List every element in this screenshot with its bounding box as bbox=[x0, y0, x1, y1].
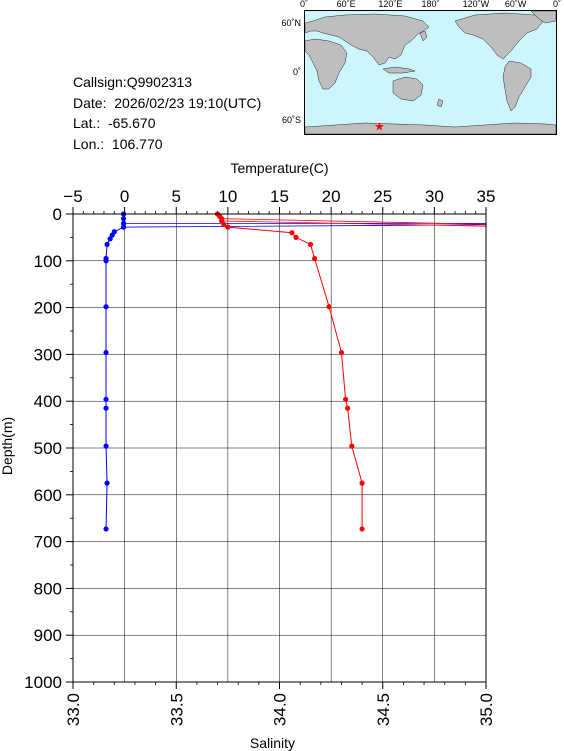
salinity-data-point bbox=[342, 396, 349, 402]
indonesia-islands bbox=[382, 66, 416, 74]
location-map: ★ bbox=[304, 10, 557, 135]
map-longitude-label: 0˚ bbox=[552, 0, 561, 9]
temperature-data-point bbox=[103, 258, 109, 264]
salinity-data-point bbox=[293, 234, 299, 240]
temperature-data-point bbox=[103, 443, 109, 449]
longitude-text: Lon.: 106.770 bbox=[73, 135, 163, 152]
temperature-tick-label: 10 bbox=[218, 187, 237, 206]
depth-tick-label: 200 bbox=[34, 299, 62, 318]
temperature-tick-label: 20 bbox=[322, 187, 341, 206]
salinity-data-point bbox=[312, 255, 318, 262]
africa-landmass bbox=[305, 38, 348, 90]
temperature-tick-label: 0 bbox=[120, 187, 129, 206]
continents bbox=[305, 11, 556, 134]
depth-tick-label: 400 bbox=[34, 392, 62, 411]
depth-tick-label: 500 bbox=[34, 439, 62, 458]
map-latitude-label: 60˚S bbox=[281, 114, 301, 125]
temperature-tick-label: 25 bbox=[373, 187, 392, 206]
salinity-data-point bbox=[349, 443, 355, 449]
salinity-spike-line bbox=[221, 218, 487, 227]
salinity-data-point bbox=[221, 221, 227, 227]
map-latitude-label: 60˚N bbox=[281, 18, 301, 29]
callsign-text: Callsign:Q9902313 bbox=[73, 74, 193, 90]
map-latitude-label: 0˚ bbox=[292, 66, 301, 77]
salinity-data-point bbox=[345, 405, 351, 411]
salinity-tick-label: 33.5 bbox=[167, 693, 186, 726]
temperature-data-point bbox=[120, 216, 127, 222]
salinity-axis-label: Salinity bbox=[250, 735, 295, 751]
salinity-tick-label: 33.0 bbox=[64, 693, 83, 726]
salinity-tick-label: 34.0 bbox=[271, 693, 290, 726]
greenland-landmass bbox=[530, 11, 556, 24]
temperature-tick-label: −5 bbox=[63, 187, 82, 206]
temperature-data-point bbox=[107, 236, 113, 242]
depth-tick-label: 700 bbox=[34, 533, 62, 552]
salinity-profile-line bbox=[217, 213, 363, 529]
temperature-data-point bbox=[104, 480, 110, 486]
map-longitude-label: 120˚W bbox=[462, 0, 490, 9]
temperature-data-point bbox=[120, 220, 127, 226]
depth-tick-label: 600 bbox=[34, 486, 62, 505]
depth-tick-label: 800 bbox=[34, 579, 62, 598]
station-info: Callsign:Q9902313 Date: 2026/02/23 19:10… bbox=[73, 72, 261, 154]
temperature-tick-label: 5 bbox=[172, 187, 181, 206]
salinity-data-point bbox=[326, 304, 332, 310]
map-longitude-label: 120˚E bbox=[378, 0, 403, 9]
map-longitude-label: 60˚E bbox=[336, 0, 356, 9]
salinity-data-point bbox=[338, 349, 345, 356]
temperature-tick-label: 35 bbox=[477, 187, 496, 206]
map-longitude-label: 0˚ bbox=[299, 0, 308, 9]
antarctica-landmass bbox=[305, 122, 556, 134]
temperature-data-point bbox=[103, 526, 109, 532]
chart-grid bbox=[73, 214, 486, 682]
latitude-text: Lat.: -65.670 bbox=[73, 115, 156, 131]
new-zealand-islands bbox=[436, 98, 444, 108]
salinity-tick-label: 35.0 bbox=[477, 693, 496, 726]
south-america-landmass bbox=[502, 60, 532, 112]
salinity-data-point bbox=[359, 480, 365, 486]
salinity-data-point bbox=[359, 526, 365, 532]
japan-islands bbox=[419, 30, 428, 42]
depth-tick-label: 1000 bbox=[24, 673, 62, 692]
temperature-tick-label: 30 bbox=[425, 187, 444, 206]
chart-ticks: −5 0 5 10 15 20 25 30 35010020030040050060070080… bbox=[24, 187, 496, 726]
date-text: Date: 2026/02/23 19:10(UTC) bbox=[73, 94, 262, 111]
salinity-data-point bbox=[225, 224, 231, 230]
temperature-data-point bbox=[103, 396, 109, 402]
australia-landmass bbox=[392, 76, 424, 102]
station-marker-icon: ★ bbox=[374, 119, 385, 133]
eurasia-landmass bbox=[305, 13, 430, 66]
salinity-data-point bbox=[289, 230, 295, 236]
map-longitude-label: 180˚ bbox=[421, 0, 440, 9]
plot-frame bbox=[72, 213, 487, 683]
depth-tick-label: 300 bbox=[34, 345, 62, 364]
depth-tick-label: 900 bbox=[34, 626, 62, 645]
temperature-data-point bbox=[103, 405, 109, 411]
temperature-axis-label: Temperature(C) bbox=[230, 160, 328, 176]
north-america-landmass bbox=[454, 12, 544, 60]
depth-tick-label: 100 bbox=[34, 252, 62, 271]
temperature-data-point bbox=[104, 241, 110, 248]
temperature-data-point bbox=[120, 224, 127, 230]
temperature-tick-label: 15 bbox=[270, 187, 289, 206]
temperature-data-point bbox=[103, 304, 109, 310]
world-map-svg: ★ bbox=[305, 11, 556, 134]
map-longitude-label: 60˚W bbox=[504, 0, 527, 9]
depth-tick-label: 0 bbox=[53, 205, 62, 224]
depth-axis-label: Depth(m) bbox=[0, 417, 15, 475]
salinity-tick-label: 34.5 bbox=[374, 693, 393, 726]
temperature-data-point bbox=[103, 349, 109, 356]
chart-series bbox=[103, 211, 487, 532]
salinity-data-point bbox=[307, 241, 314, 248]
